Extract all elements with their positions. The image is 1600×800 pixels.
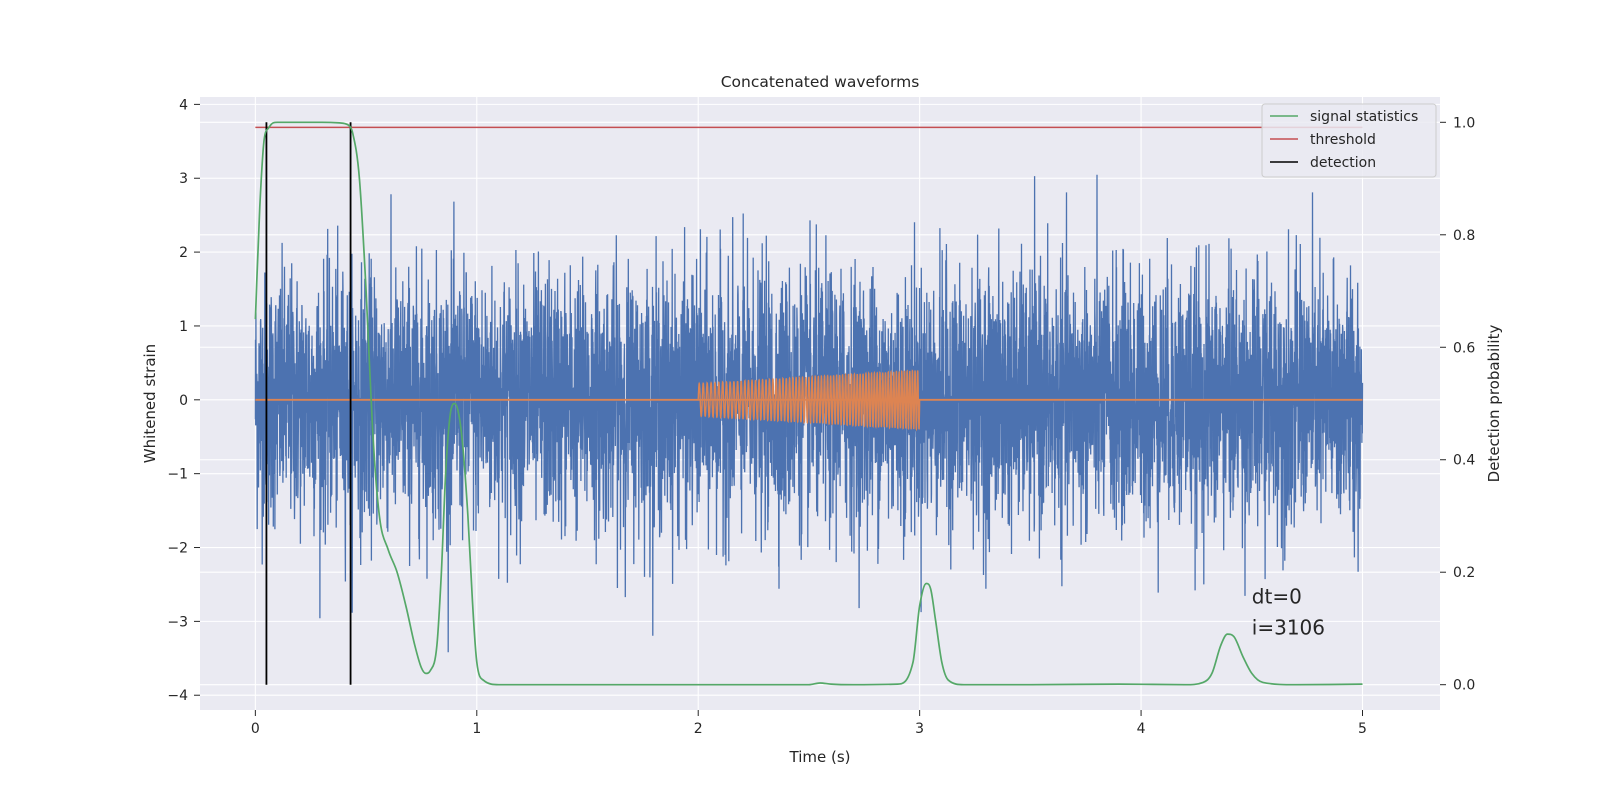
x-tick-label: 2	[694, 721, 703, 737]
y-tick-label-left: 0	[179, 393, 188, 409]
signal-statistics-series	[254, 121, 1363, 686]
y-tick-label-right: 0.8	[1453, 228, 1475, 244]
legend-box	[1261, 103, 1437, 178]
y-tick-label-left: 1	[179, 319, 188, 335]
chirp-series	[697, 369, 921, 432]
x-tick-label: 5	[1358, 721, 1367, 737]
y-tick-label-left: −3	[167, 614, 188, 630]
y-tick-label-right: 0.2	[1453, 565, 1475, 581]
y-tick-label-right: 0.6	[1453, 340, 1475, 356]
x-tick-label: 3	[915, 721, 924, 737]
y-tick-label-left: 2	[179, 245, 188, 261]
y-axis-label-left: Whitened strain	[141, 344, 159, 463]
y-tick-label-left: 3	[179, 171, 188, 187]
legend-label-threshold: threshold	[1310, 132, 1376, 148]
y-axis-label-right: Detection probability	[1485, 325, 1503, 483]
legend-label-signal-statistics: signal statistics	[1310, 109, 1418, 125]
annotation-dt: dt=0	[1252, 584, 1302, 608]
signal-statistics-line	[254, 121, 1363, 686]
chirp-line	[697, 369, 921, 432]
noise-series	[254, 174, 1364, 653]
annotation-index: i=3106	[1252, 615, 1325, 639]
axes-ticks: 0 1 2 3 4 5 −4 −3 −2 −1 0 1 2 3 4 0.0 0.2 0.4 0.6 0.8 1.0	[167, 97, 1475, 737]
legend: signal statistics threshold detection	[1261, 103, 1437, 178]
y-tick-label-left: −1	[167, 467, 188, 483]
x-axis-label: Time (s)	[789, 748, 851, 766]
y-tick-label-right: 1.0	[1453, 115, 1475, 131]
x-tick-label: 1	[472, 721, 481, 737]
y-tick-label-right: 0.0	[1453, 678, 1475, 694]
chart-title: Concatenated waveforms	[721, 73, 920, 91]
y-tick-label-left: −4	[167, 688, 188, 704]
legend-label-detection: detection	[1310, 155, 1376, 171]
y-tick-label-right: 0.4	[1453, 453, 1475, 469]
y-tick-label-left: −2	[167, 541, 188, 557]
y-tick-label-left: 4	[179, 97, 188, 113]
detection-series	[265, 122, 352, 685]
x-tick-label: 4	[1137, 721, 1146, 737]
x-tick-label: 0	[251, 721, 260, 737]
noise-line	[254, 174, 1364, 653]
